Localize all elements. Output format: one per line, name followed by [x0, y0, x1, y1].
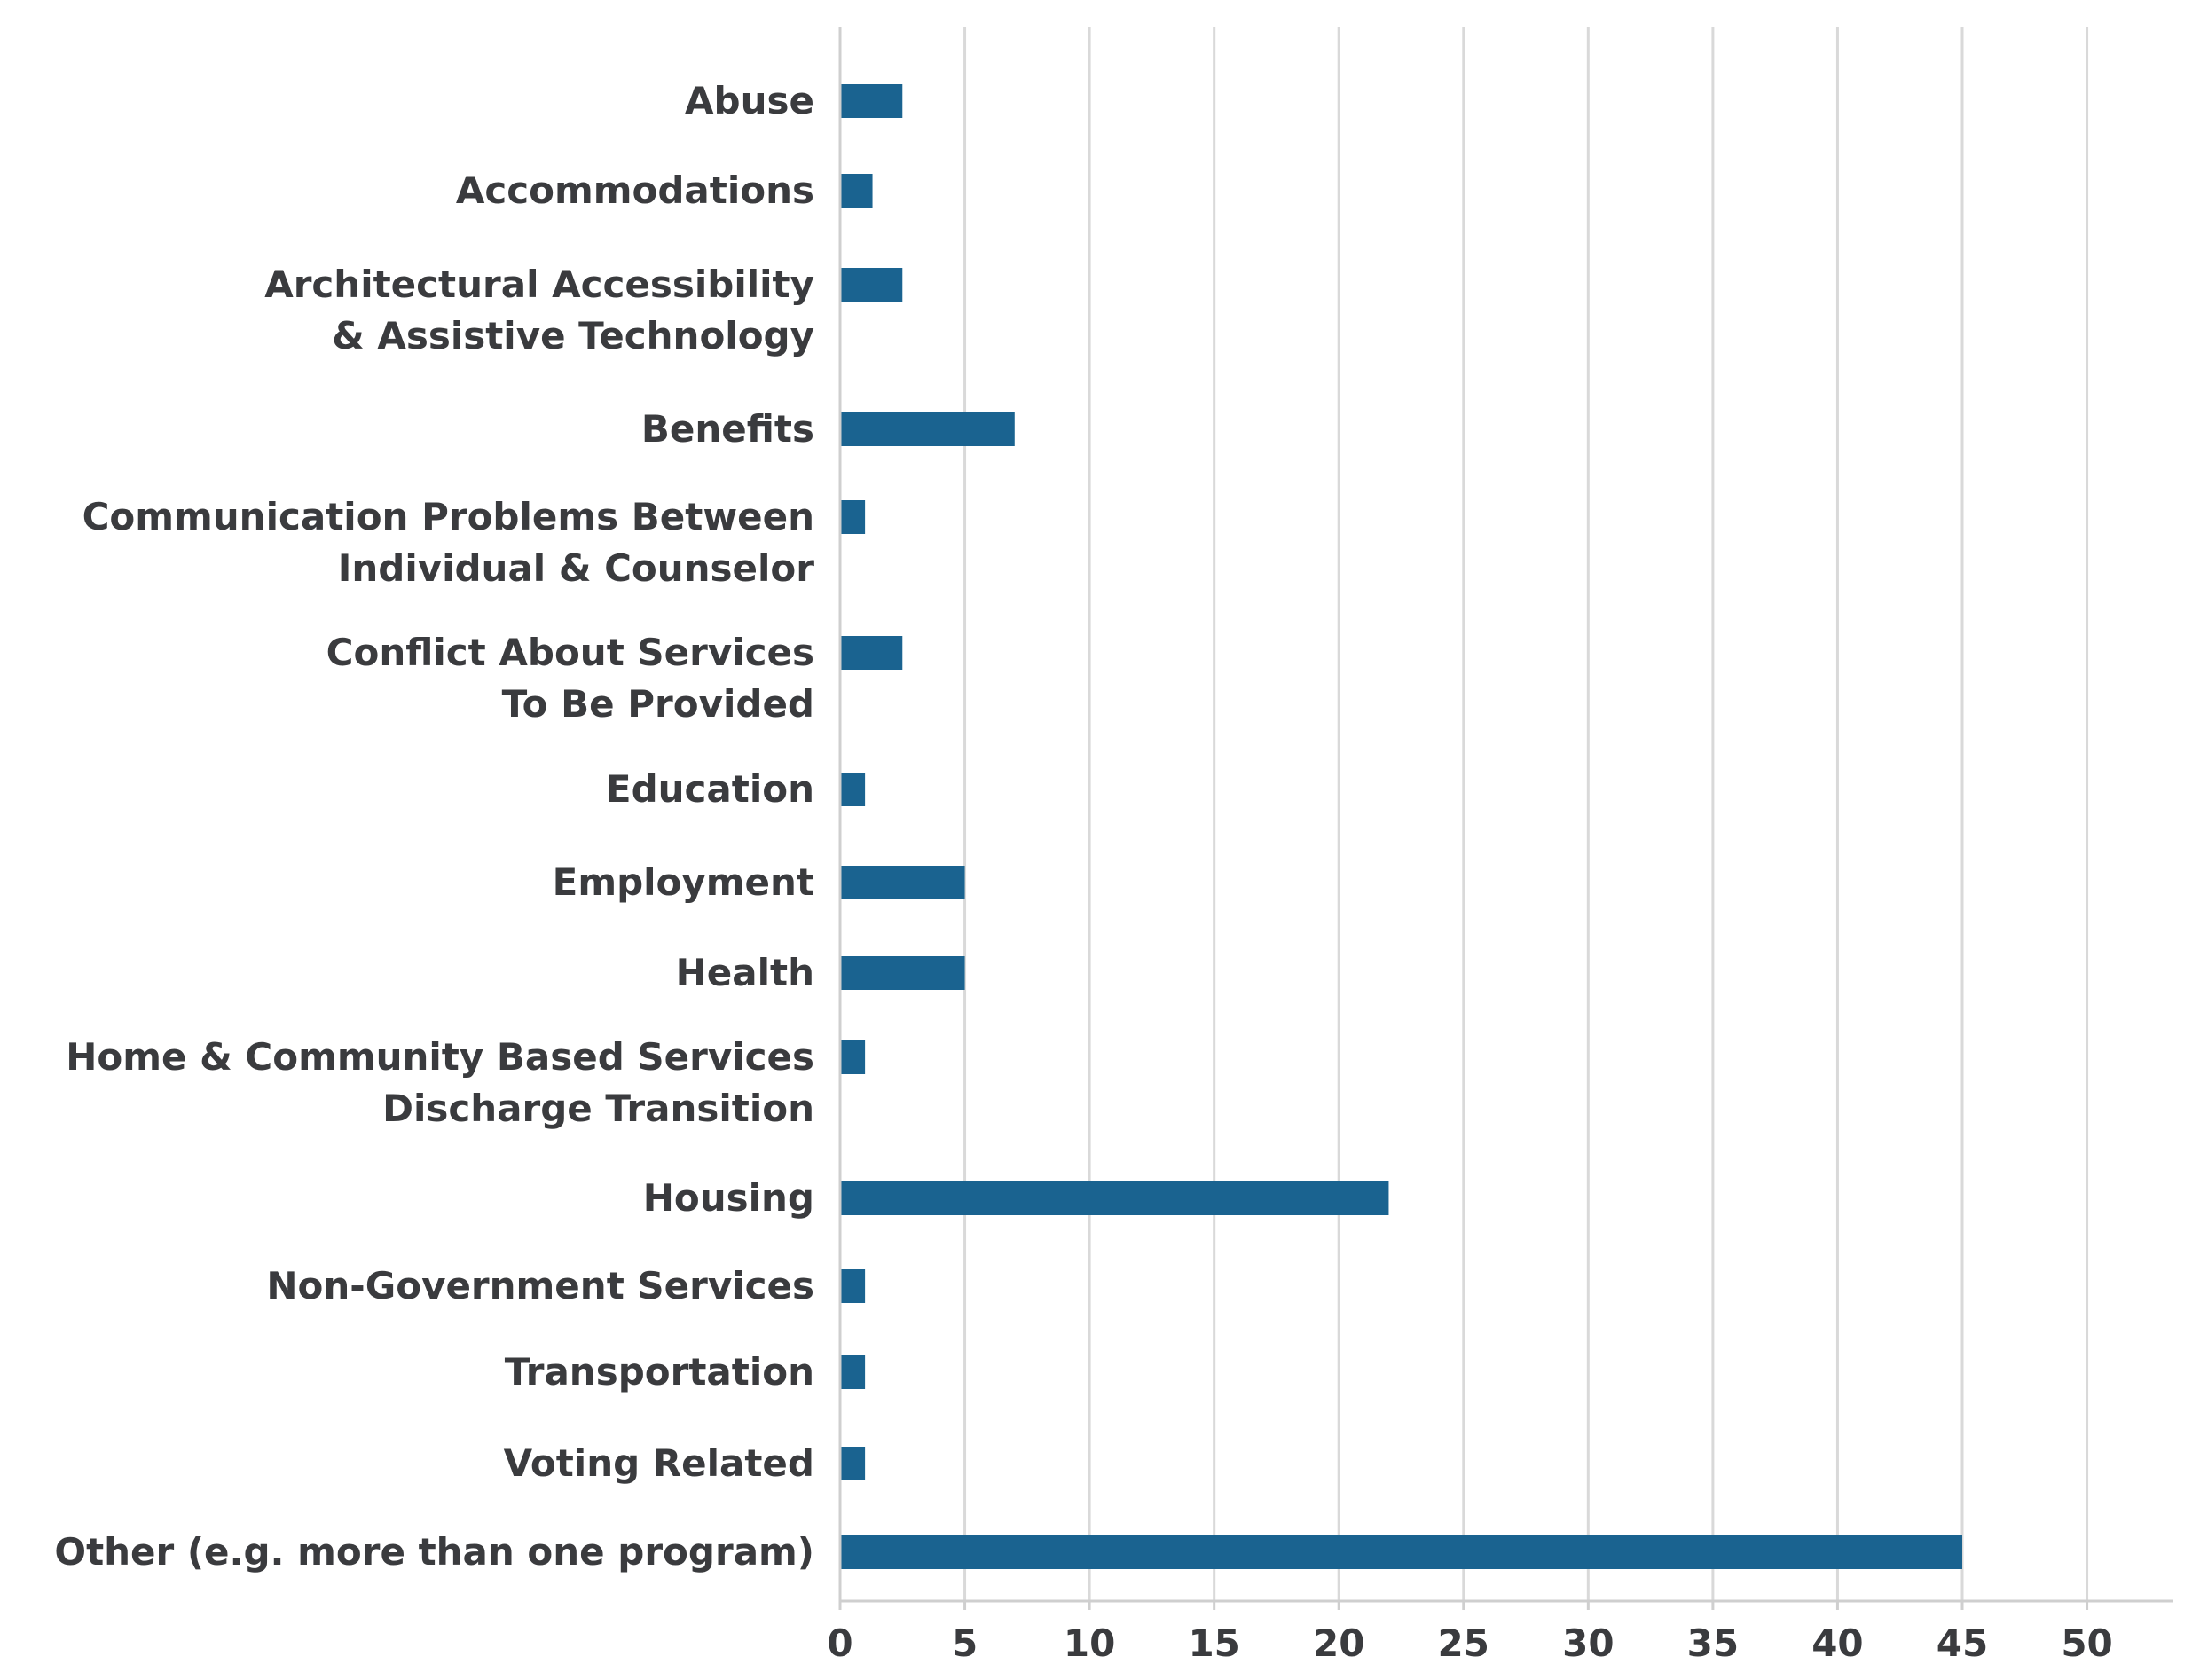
category-label-0: Abuse [685, 79, 814, 122]
x-tick-label-50: 50 [2061, 1621, 2112, 1665]
x-tick-label-30: 30 [1562, 1621, 1614, 1665]
category-label-3: Benefits [641, 407, 814, 451]
category-label-13: Voting Related [504, 1441, 814, 1485]
bar-6 [840, 773, 865, 806]
chart-svg: Abuse Accommodations Architectural Accessi… [0, 0, 2200, 1676]
bar-12 [840, 1355, 865, 1389]
category-label-8: Health [676, 951, 814, 994]
bar-0 [840, 84, 902, 118]
category-label-2-line-0: Architectural Accessibility [264, 263, 814, 306]
bar-7 [840, 866, 965, 899]
x-tick-label-15: 15 [1188, 1621, 1239, 1665]
bar-5 [840, 636, 902, 670]
bar-13 [840, 1447, 865, 1480]
category-label-14: Other (e.g. more than one program) [54, 1530, 814, 1574]
category-label-5-line-1: To Be Provided [502, 682, 814, 726]
bar-10 [840, 1181, 1388, 1215]
bar-3 [840, 412, 1015, 446]
x-tick-labels: 0 5 10 15 20 25 30 35 40 45 50 [827, 1621, 2112, 1665]
bar-8 [840, 956, 965, 990]
x-tick-label-45: 45 [1937, 1621, 1988, 1665]
grid-lines [965, 27, 2087, 1601]
x-tick-label-10: 10 [1064, 1621, 1115, 1665]
axes [840, 27, 2173, 1610]
category-label-4-line-0: Communication Problems Between [82, 495, 814, 538]
x-tick-label-0: 0 [827, 1621, 852, 1665]
category-label-7: Employment [553, 860, 814, 904]
category-label-9-line-1: Discharge Transition [382, 1087, 814, 1130]
category-label-11: Non-Government Services [266, 1264, 814, 1307]
category-label-10: Housing [643, 1176, 814, 1220]
bar-2 [840, 268, 902, 302]
category-labels: Abuse Accommodations Architectural Accessi… [54, 79, 814, 1574]
x-tick-label-5: 5 [952, 1621, 978, 1665]
x-tick-label-25: 25 [1438, 1621, 1489, 1665]
category-label-12: Transportation [505, 1350, 814, 1393]
bars [840, 84, 1962, 1569]
bar-chart: Abuse Accommodations Architectural Accessi… [0, 0, 2200, 1676]
bar-14 [840, 1535, 1962, 1569]
category-label-4-line-1: Individual & Counselor [338, 546, 815, 590]
x-tick-label-20: 20 [1313, 1621, 1364, 1665]
category-label-5-line-0: Conflict About Services [326, 631, 814, 674]
category-label-1: Accommodations [456, 169, 814, 212]
bar-9 [840, 1040, 865, 1074]
bar-11 [840, 1269, 865, 1303]
category-label-6: Education [606, 767, 814, 811]
x-tick-label-40: 40 [1811, 1621, 1863, 1665]
category-label-9-line-0: Home & Community Based Services [66, 1035, 814, 1079]
category-label-2-line-1: & Assistive Technology [332, 314, 814, 357]
x-tick-label-35: 35 [1687, 1621, 1739, 1665]
bar-1 [840, 174, 873, 208]
bar-4 [840, 500, 865, 534]
